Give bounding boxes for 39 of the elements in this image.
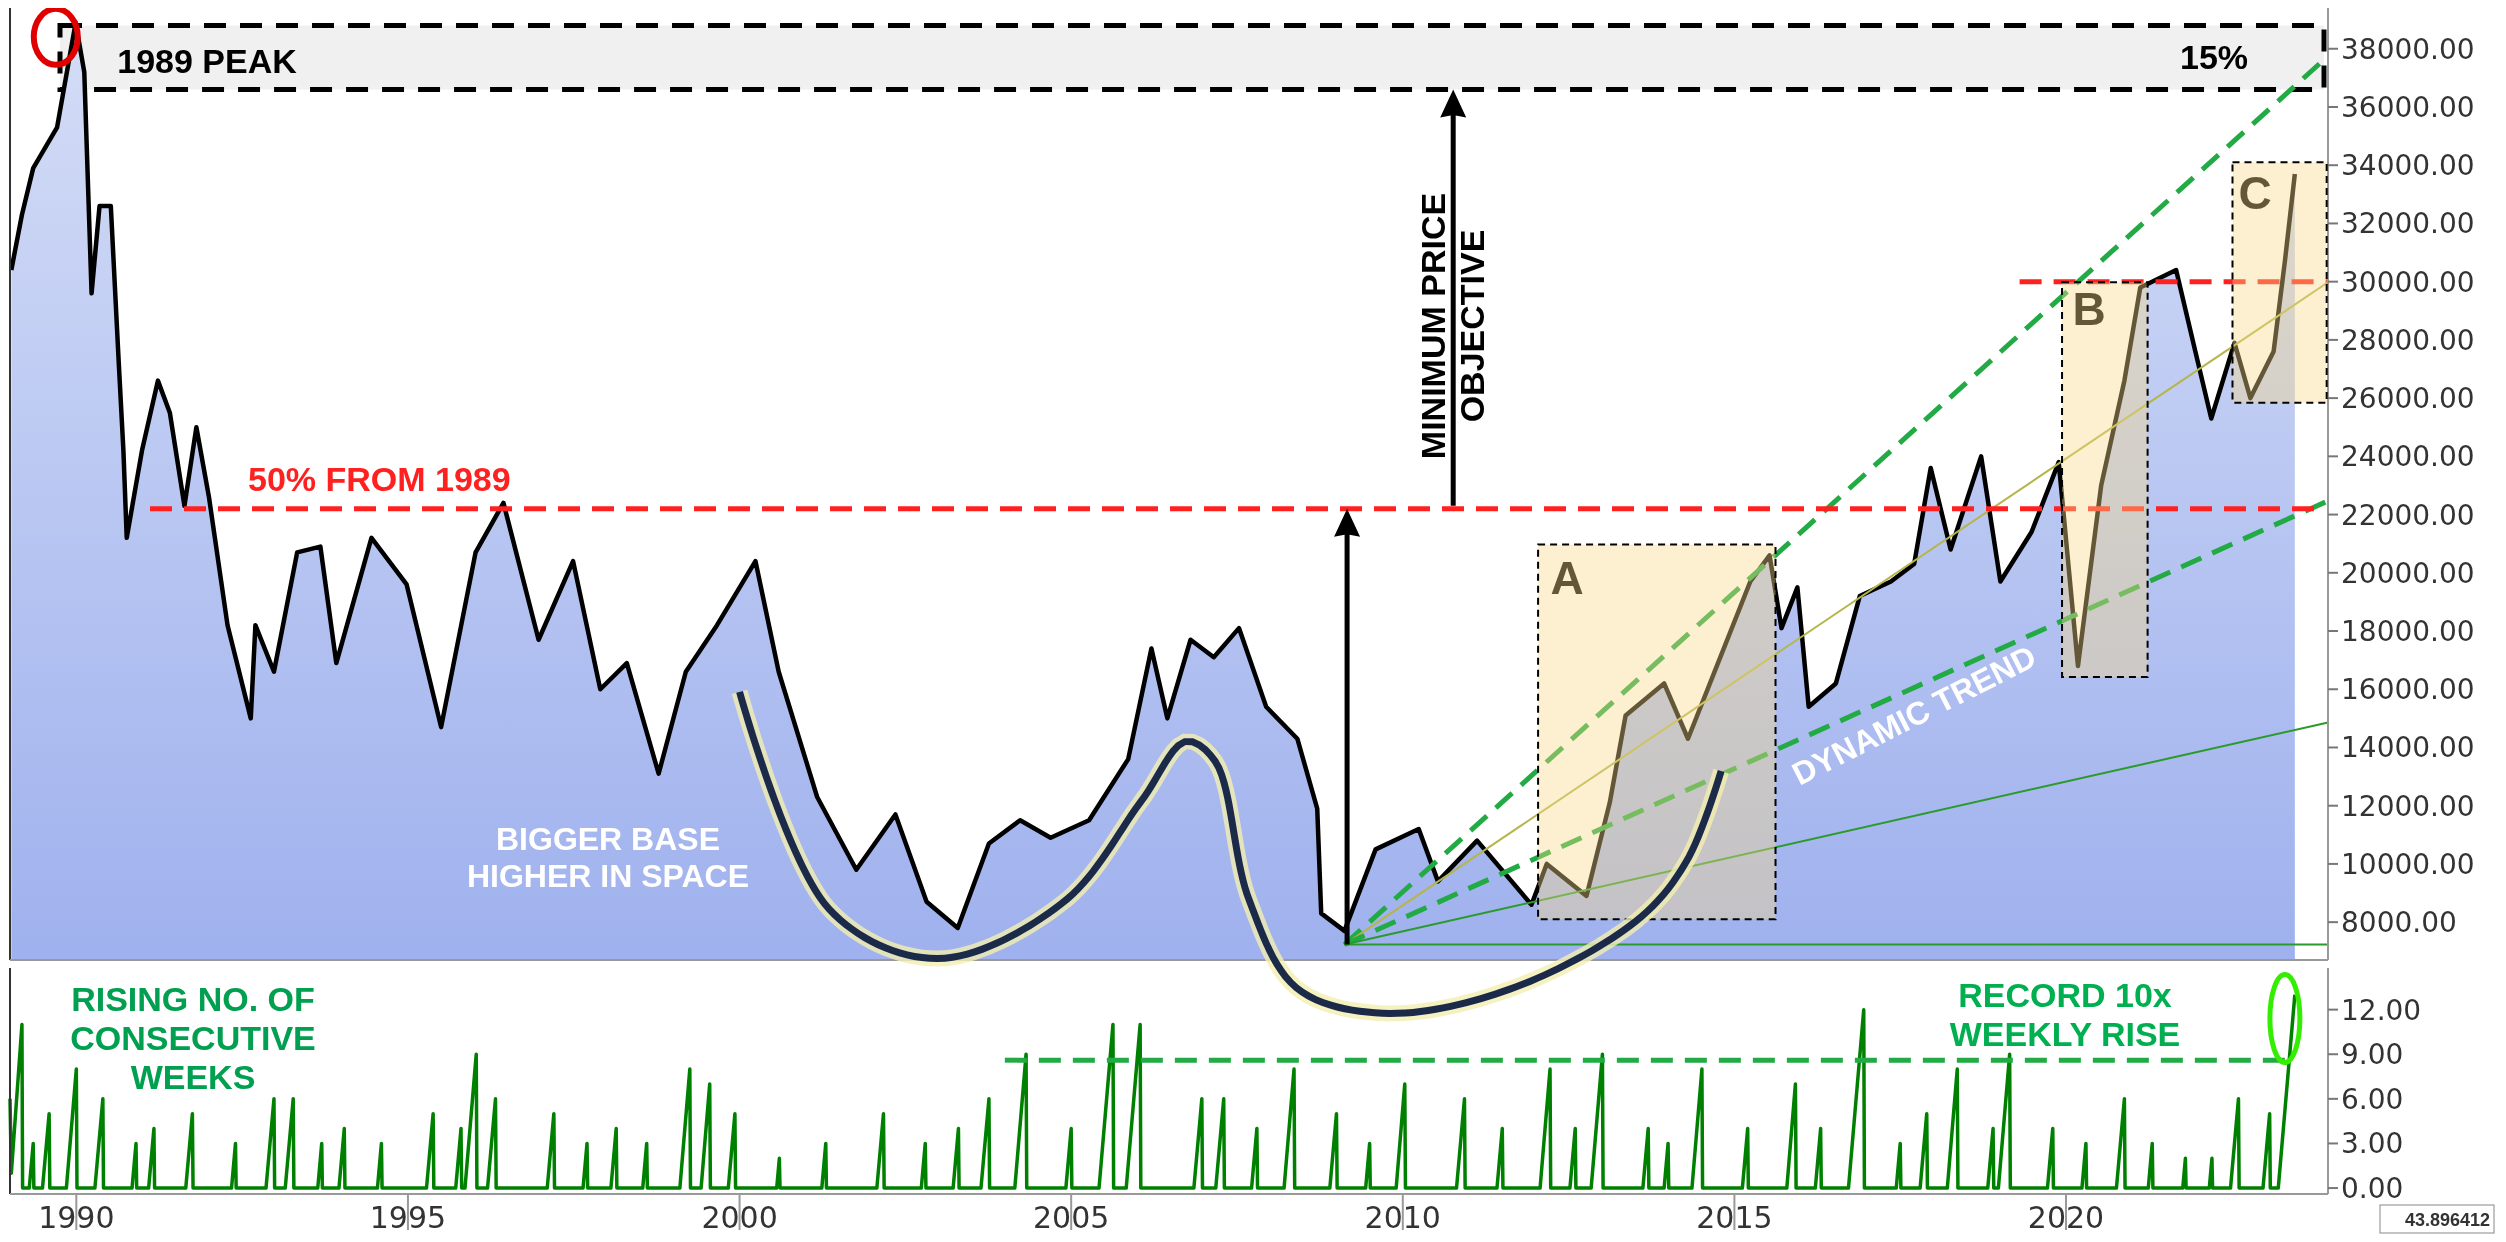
y-tick-label: 36000.00 <box>2341 90 2475 124</box>
ref-line-label: 50% FROM 1989 <box>248 459 511 498</box>
x-tick-label: 2010 <box>1364 1200 1441 1235</box>
y-tick-label: 6.00 <box>2341 1082 2404 1116</box>
x-tick-label: 1995 <box>369 1200 447 1235</box>
x-tick-label: 2020 <box>2027 1200 2105 1235</box>
y-tick-label: 38000.00 <box>2341 32 2475 66</box>
annotation: A <box>1550 552 1584 605</box>
x-tick-label: 2015 <box>1696 1200 1773 1235</box>
annotation: B <box>2072 283 2106 336</box>
y-tick-label: 12.00 <box>2341 993 2422 1027</box>
y-tick-label: 24000.00 <box>2341 440 2475 474</box>
band-label: 15% <box>2179 38 2249 77</box>
y-tick-label: 18000.00 <box>2341 615 2475 649</box>
y-tick-label: 0.00 <box>2341 1172 2404 1206</box>
x-tick-label: 2000 <box>701 1200 778 1235</box>
y-tick-label: 12000.00 <box>2341 789 2475 823</box>
y-tick-label: 9.00 <box>2341 1038 2404 1072</box>
y-tick-label: 16000.00 <box>2341 673 2475 707</box>
y-tick-label: 30000.00 <box>2341 265 2475 299</box>
x-tick-label: 2005 <box>1032 1200 1110 1235</box>
y-tick-label: 20000.00 <box>2341 556 2475 590</box>
y-tick-label: 28000.00 <box>2341 323 2475 357</box>
y-tick-label: 32000.00 <box>2341 207 2475 241</box>
y-tick-label: 22000.00 <box>2341 498 2475 532</box>
annotation: RISING NO. OF CONSECUTIVE WEEKS <box>70 979 316 1096</box>
x-tick-label: 1990 <box>38 1200 115 1235</box>
y-tick-label: 34000.00 <box>2341 149 2475 183</box>
y-tick-label: 26000.00 <box>2341 382 2475 416</box>
annotation: BIGGER BASE HIGHER IN SPACE <box>466 820 750 894</box>
annotation: MINIMUM PRICE OBJECTIVE <box>1414 192 1492 460</box>
y-tick-label: 14000.00 <box>2341 731 2475 765</box>
y-tick-label: 8000.00 <box>2341 906 2457 940</box>
y-tick-label: 3.00 <box>2341 1127 2404 1161</box>
annotation: RECORD 10x WEEKLY RISE <box>1949 976 2181 1054</box>
annotation: 1989 PEAK <box>117 41 298 80</box>
text: 43.896412 <box>2404 1210 2490 1231</box>
annotation: C <box>2238 167 2272 220</box>
y-tick-label: 10000.00 <box>2341 847 2475 881</box>
